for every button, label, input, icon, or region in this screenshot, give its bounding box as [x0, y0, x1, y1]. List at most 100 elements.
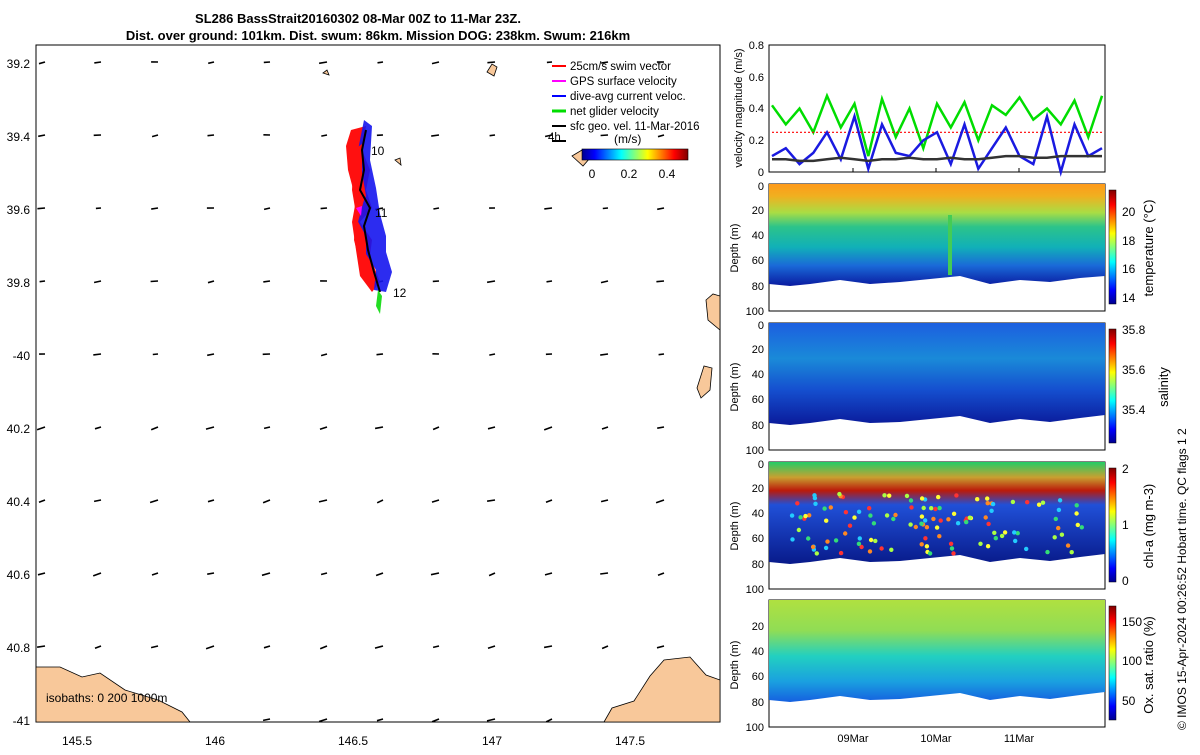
chla-dot	[882, 493, 886, 497]
day-label-11: 11	[375, 206, 388, 220]
chla-dot	[949, 542, 953, 546]
time-tick-0: 09Mar	[837, 733, 869, 745]
chl-colorbar	[1109, 468, 1116, 582]
chla-dot	[807, 513, 811, 517]
velocity-frame	[769, 45, 1105, 172]
chla-dot	[968, 516, 972, 520]
time-tick-2: 11Mar	[1004, 733, 1035, 745]
chla-dot	[815, 551, 819, 555]
lat-tick-0: 39.2	[7, 57, 31, 71]
chl-ytick-1: 20	[752, 483, 764, 495]
lat-tick-7: 40.6	[7, 568, 31, 582]
chla-dot	[834, 538, 838, 542]
chla-dot	[1080, 525, 1084, 529]
lon-tick-2: 146.5	[338, 734, 368, 748]
title-line-1: SL286 BassStrait20160302 08-Mar 00Z to 1…	[195, 11, 521, 26]
chla-dot	[919, 522, 923, 526]
ox-ytick-0: 20	[752, 621, 764, 633]
chla-dot	[935, 525, 939, 529]
day-label-10: 10	[371, 144, 385, 158]
chla-dot	[925, 544, 929, 548]
velocity-arrow-47	[656, 281, 664, 282]
lat-tick-2: 39.6	[7, 203, 31, 217]
oxygen-section	[769, 600, 1105, 702]
chla-dot	[867, 506, 871, 510]
lon-tick-3: 147	[482, 734, 502, 748]
speed-colorbar-tick-1: 0.2	[621, 167, 638, 181]
time-tick-1: 10Mar	[920, 733, 952, 745]
chl-ytick-0: 0	[758, 459, 764, 471]
ox-cbar-tick-0: 50	[1122, 694, 1136, 708]
chla-dot	[922, 506, 926, 510]
chla-dot	[806, 536, 810, 540]
chla-dot	[1060, 533, 1064, 537]
chla-dot	[857, 510, 861, 514]
chla-dot	[989, 509, 993, 513]
velocity-arrow-54	[377, 354, 384, 355]
chla-dot	[857, 542, 861, 546]
chla-dot	[923, 536, 927, 540]
ox-cbar-tick-2: 150	[1122, 615, 1142, 629]
chla-dot	[951, 551, 955, 555]
chla-dot	[1054, 517, 1058, 521]
chla-dot	[1045, 550, 1049, 554]
chla-dot	[824, 546, 828, 550]
chla-dot	[1053, 535, 1057, 539]
map-lat-axis: 39.2 39.4 39.6 39.8 -40 40.2 40.4 40.6 4…	[7, 57, 31, 728]
chl-cbar-tick-0: 0	[1122, 574, 1129, 588]
sal-cbar-label: salinity	[1156, 367, 1171, 407]
legend-label-dive-avg: dive-avg current veloc.	[570, 91, 686, 103]
sal-ytick-5: 100	[746, 445, 764, 457]
chla-dot	[1037, 503, 1041, 507]
temp-cbar-tick-1: 16	[1122, 262, 1136, 276]
chla-dot	[1074, 511, 1078, 515]
map-panel: 10 11 12 25cm/s swim vector GPS surface …	[7, 45, 720, 748]
vel-ytick-3: 0.6	[749, 72, 764, 84]
velocity-arrow-94	[600, 573, 608, 574]
chla-dot	[920, 514, 924, 518]
chla-dot	[829, 505, 833, 509]
chla-dot	[803, 514, 807, 518]
chla-dot	[790, 537, 794, 541]
chla-dot	[978, 542, 982, 546]
legend-item-swim-vector: 25cm/s swim vector	[552, 61, 671, 73]
sal-cbar-tick-0: 35.4	[1122, 403, 1146, 417]
lat-tick-3: 39.8	[7, 276, 31, 290]
velocity-arrow-29	[321, 208, 327, 209]
chla-dot	[991, 502, 995, 506]
chla-dot	[946, 517, 950, 521]
chla-dot	[933, 507, 937, 511]
lon-tick-4: 147.5	[615, 734, 645, 748]
velocity-arrow-20	[490, 135, 495, 136]
isobath-label: isobaths: 0 200 1000m	[46, 691, 167, 705]
temp-ylabel: Depth (m)	[729, 224, 741, 273]
chla-dot	[858, 536, 862, 540]
sal-colorbar	[1109, 329, 1116, 443]
speed-colorbar	[582, 149, 688, 160]
chla-dot	[908, 522, 912, 526]
chla-dot	[1011, 500, 1015, 504]
sal-cbar-tick-2: 35.8	[1122, 323, 1146, 337]
chl-cbar-label: chl-a (mg m-3)	[1141, 484, 1156, 569]
sal-ytick-4: 80	[752, 420, 764, 432]
ox-cbar-tick-1: 100	[1122, 654, 1142, 668]
chla-dot	[1041, 501, 1045, 505]
chla-dot	[905, 494, 909, 498]
temp-ytick-1: 20	[752, 205, 764, 217]
imos-side-note: © IMOS 15-Apr-2024 00:26:52 Hobart time.…	[1175, 428, 1189, 730]
chla-dot	[928, 551, 932, 555]
chla-dot	[954, 493, 958, 497]
temp-ytick-0: 0	[758, 181, 764, 193]
velocity-arrow-24	[37, 208, 45, 209]
vel-ytick-4: 0.8	[749, 40, 764, 52]
chla-dot	[885, 513, 889, 517]
velocity-arrow-1	[94, 62, 101, 63]
chla-dot	[825, 539, 829, 543]
chla-dot	[936, 495, 940, 499]
chla-dot	[872, 521, 876, 525]
chla-dot	[939, 518, 943, 522]
chla-dot	[1058, 498, 1062, 502]
temperature-section	[769, 184, 1105, 286]
velocity-arrow-19	[431, 135, 439, 136]
temp-colorbar	[1109, 190, 1116, 304]
